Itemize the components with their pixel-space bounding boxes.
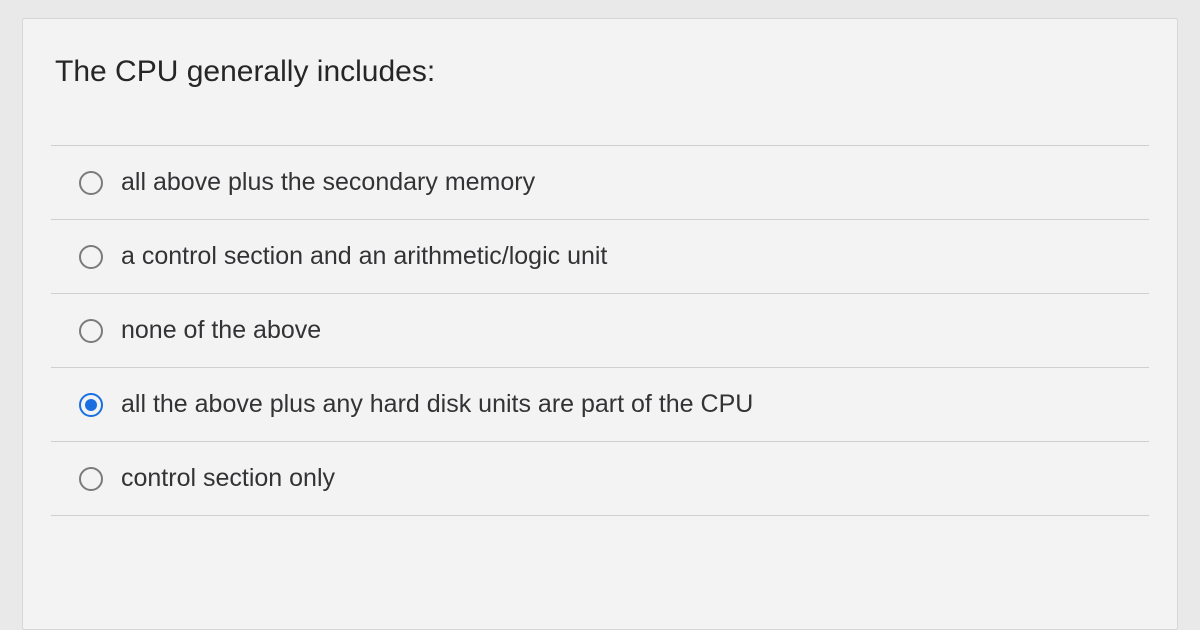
option-label: a control section and an arithmetic/logi… bbox=[121, 242, 607, 271]
question-card: The CPU generally includes: all above pl… bbox=[22, 18, 1178, 630]
option-label: none of the above bbox=[121, 316, 321, 345]
option-label: all the above plus any hard disk units a… bbox=[121, 390, 753, 419]
option-0[interactable]: all above plus the secondary memory bbox=[51, 145, 1149, 219]
option-4[interactable]: control section only bbox=[51, 441, 1149, 516]
option-label: all above plus the secondary memory bbox=[121, 168, 535, 197]
radio-icon[interactable] bbox=[79, 171, 103, 195]
radio-icon[interactable] bbox=[79, 319, 103, 343]
option-3[interactable]: all the above plus any hard disk units a… bbox=[51, 367, 1149, 441]
question-text: The CPU generally includes: bbox=[51, 55, 1149, 89]
radio-icon[interactable] bbox=[79, 467, 103, 491]
option-1[interactable]: a control section and an arithmetic/logi… bbox=[51, 219, 1149, 293]
radio-icon[interactable] bbox=[79, 245, 103, 269]
option-label: control section only bbox=[121, 464, 335, 493]
option-2[interactable]: none of the above bbox=[51, 293, 1149, 367]
radio-icon[interactable] bbox=[79, 393, 103, 417]
options-list: all above plus the secondary memory a co… bbox=[51, 145, 1149, 516]
